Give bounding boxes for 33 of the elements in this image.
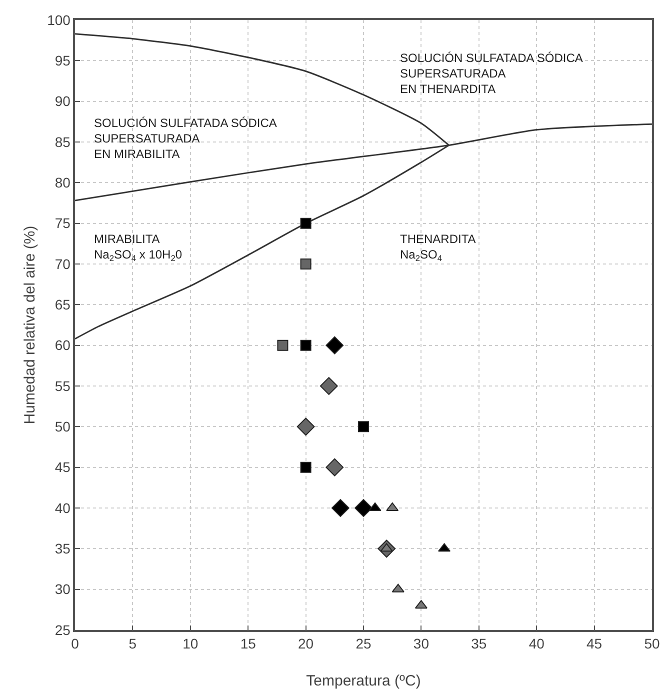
y-tick-label: 85	[54, 134, 71, 150]
x-tick-label: 30	[413, 636, 430, 652]
y-tick-label: 25	[54, 622, 71, 638]
y-tick-label: 65	[54, 296, 71, 313]
x-tick-label: 15	[240, 636, 256, 652]
x-tick-label: 35	[471, 636, 487, 652]
y-tick-label: 100	[47, 12, 71, 28]
y-tick-label: 50	[54, 418, 71, 435]
y-tick-label: 30	[54, 581, 71, 598]
x-tick-label: 40	[528, 636, 545, 652]
y-tick-label: 70	[54, 256, 71, 272]
annotation: THENARDITA Na$_{2}$SO$_{4}$	[400, 232, 476, 264]
y-tick-label: 40	[54, 500, 71, 516]
y-tick-label: 90	[54, 93, 71, 110]
annotation: MIRABILITA Na$_{2}$SO$_{4}$ x 10H$_{2}$0	[94, 232, 182, 264]
x-tick-label: 50	[644, 636, 660, 652]
annotation: SOLUCIÓN SULFATADA SÓDICA SUPERSATURADA EN THENARDITA	[400, 51, 583, 96]
y-tick-label: 60	[54, 337, 71, 354]
x-tick-label: 5	[128, 636, 137, 652]
y-tick-label: 80	[54, 174, 71, 191]
x-tick-label: 25	[356, 636, 372, 652]
y-axis-title: Humedad relativa del aire (%)	[22, 226, 38, 424]
x-tick-label: 0	[71, 636, 80, 652]
x-tick-label: 20	[298, 636, 314, 652]
x-axis-title: Temperatura (ºC)	[306, 672, 421, 690]
annotation: SOLUCIÓN SULFATADA SÓDICA SUPERSATURADA EN MIRABILITA	[94, 116, 277, 162]
y-tick-label: 95	[54, 52, 71, 69]
x-tick-label: 10	[182, 636, 198, 652]
x-tick-label: 45	[586, 636, 602, 652]
y-tick-label: 45	[54, 459, 71, 476]
y-tick-label: 35	[54, 540, 71, 557]
y-tick-label: 75	[54, 215, 71, 232]
y-tick-label: 55	[54, 378, 71, 394]
